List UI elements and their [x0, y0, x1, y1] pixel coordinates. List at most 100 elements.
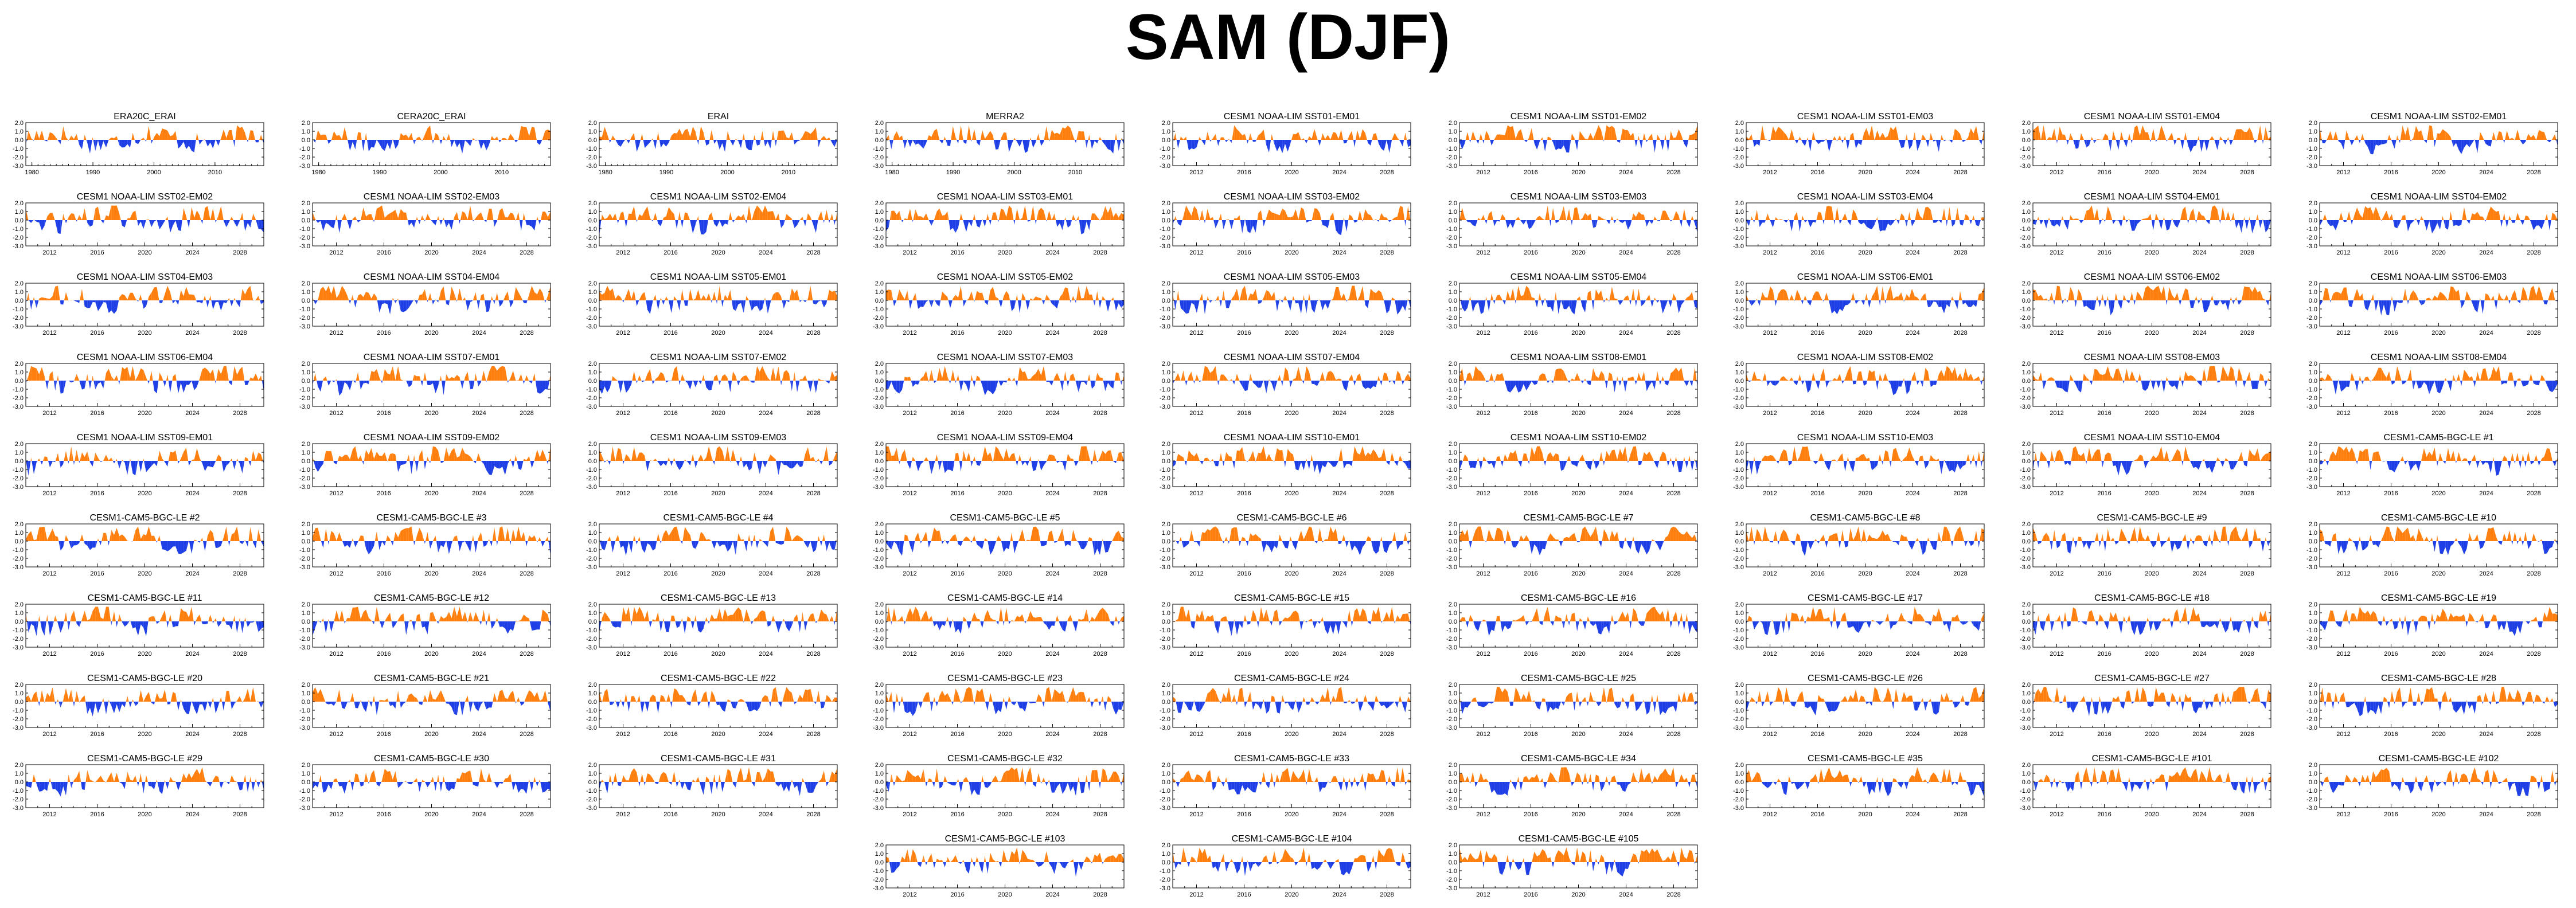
series-negative-area	[54, 220, 56, 221]
series-negative-area	[2520, 300, 2521, 304]
series-negative-area	[793, 140, 795, 145]
series-positive-area	[776, 131, 779, 140]
series-positive-area	[529, 285, 532, 300]
series-negative-area	[1346, 300, 1348, 302]
series-negative-area	[2520, 220, 2523, 225]
series-positive-area	[1502, 135, 1505, 140]
series-negative-area	[138, 140, 141, 144]
series-positive-area	[631, 206, 634, 220]
series-negative-area	[1036, 220, 1037, 225]
series-negative-area	[1936, 300, 1939, 307]
series-negative-area	[1490, 140, 1492, 146]
series-negative-area	[741, 140, 743, 148]
series-positive-area	[1952, 296, 1954, 300]
series-negative-area	[1848, 140, 1850, 150]
series-positive-area	[2483, 216, 2485, 220]
series-negative-area	[97, 140, 101, 150]
series-negative-area	[1180, 300, 1184, 311]
series-negative-area	[2219, 220, 2220, 224]
series-positive-area	[1816, 212, 1818, 220]
series-negative-area	[467, 140, 471, 146]
series-negative-area	[1368, 140, 1371, 146]
series-negative-area	[1086, 220, 1090, 230]
series-positive-area	[1786, 291, 1789, 300]
series-positive-area	[690, 126, 693, 140]
series-positive-area	[427, 125, 431, 140]
series-negative-area	[1558, 140, 1562, 150]
series-negative-area	[754, 300, 758, 307]
series-negative-area	[1473, 220, 1476, 226]
series-negative-area	[1188, 300, 1192, 314]
series-positive-area	[1108, 206, 1111, 220]
series-positive-area	[1510, 288, 1513, 300]
series-negative-area	[1470, 140, 1471, 143]
series-negative-area	[1221, 220, 1224, 230]
series-negative-area	[1885, 300, 1886, 304]
series-positive-area	[1571, 133, 1572, 140]
series-negative-area	[81, 140, 84, 150]
series-positive-area	[1301, 207, 1304, 220]
series-positive-area	[358, 293, 361, 300]
series-negative-area	[2512, 220, 2515, 223]
series-positive-area	[1955, 208, 1958, 220]
series-negative-area	[2320, 220, 2323, 226]
series-positive-area	[2068, 287, 2071, 300]
series-positive-area	[1561, 206, 1564, 220]
plot-frame	[2032, 122, 2271, 166]
series-positive-area	[1691, 215, 1692, 220]
series-positive-area	[2064, 298, 2065, 300]
plot-frame	[25, 122, 264, 166]
series-positive-area	[1301, 138, 1304, 140]
series-positive-area	[1285, 210, 1288, 220]
series-positive-area	[1308, 293, 1309, 300]
series-positive-area	[693, 298, 696, 300]
series-positive-area	[1660, 210, 1663, 220]
series-positive-area	[2375, 206, 2379, 220]
series-negative-area	[221, 300, 224, 311]
series-positive-area	[1344, 293, 1346, 300]
y-tick-label: -1.0	[1160, 226, 1170, 233]
series-positive-area	[2440, 129, 2443, 140]
series-positive-area	[71, 135, 74, 140]
series-positive-area	[28, 131, 32, 140]
series-positive-area	[2215, 205, 2218, 220]
y-tick-label: -1.0	[586, 226, 597, 233]
series-positive-area	[1487, 213, 1489, 220]
series-negative-area	[1904, 140, 1906, 147]
series-positive-area	[1899, 213, 1902, 220]
series-negative-area	[486, 300, 489, 312]
series-positive-area	[331, 131, 334, 140]
series-positive-area	[524, 127, 527, 140]
series-negative-area	[1290, 300, 1293, 311]
series-positive-area	[355, 216, 357, 220]
series-negative-area	[2397, 220, 2400, 229]
series-negative-area	[650, 140, 652, 143]
series-positive-area	[363, 291, 366, 300]
series-negative-area	[424, 220, 426, 222]
series-negative-area	[1577, 140, 1579, 151]
series-negative-area	[2485, 220, 2486, 222]
y-tick-label: 0.0	[2022, 298, 2031, 304]
series-positive-area	[1404, 132, 1406, 140]
series-positive-area	[1668, 216, 1671, 220]
series-negative-area	[1666, 140, 1668, 152]
series-positive-area	[709, 212, 712, 220]
series-negative-area	[1338, 220, 1341, 236]
series-positive-area	[650, 218, 652, 220]
series-positive-area	[135, 210, 138, 220]
series-positive-area	[2167, 287, 2169, 300]
series-positive-area	[167, 216, 169, 220]
series-negative-area	[1403, 140, 1404, 147]
series-negative-area	[615, 140, 618, 145]
series-positive-area	[2509, 138, 2512, 140]
series-positive-area	[2220, 206, 2223, 220]
series-negative-area	[918, 300, 921, 309]
series-positive-area	[2333, 292, 2336, 300]
series-negative-area	[143, 300, 146, 309]
series-negative-area	[373, 220, 374, 222]
panel-title: CESM1 NOAA-LIM SST02-EM03	[364, 192, 500, 202]
series-negative-area	[1630, 300, 1632, 305]
series-positive-area	[1574, 207, 1578, 220]
series-positive-area	[2142, 288, 2145, 300]
series-negative-area	[2397, 300, 2400, 303]
